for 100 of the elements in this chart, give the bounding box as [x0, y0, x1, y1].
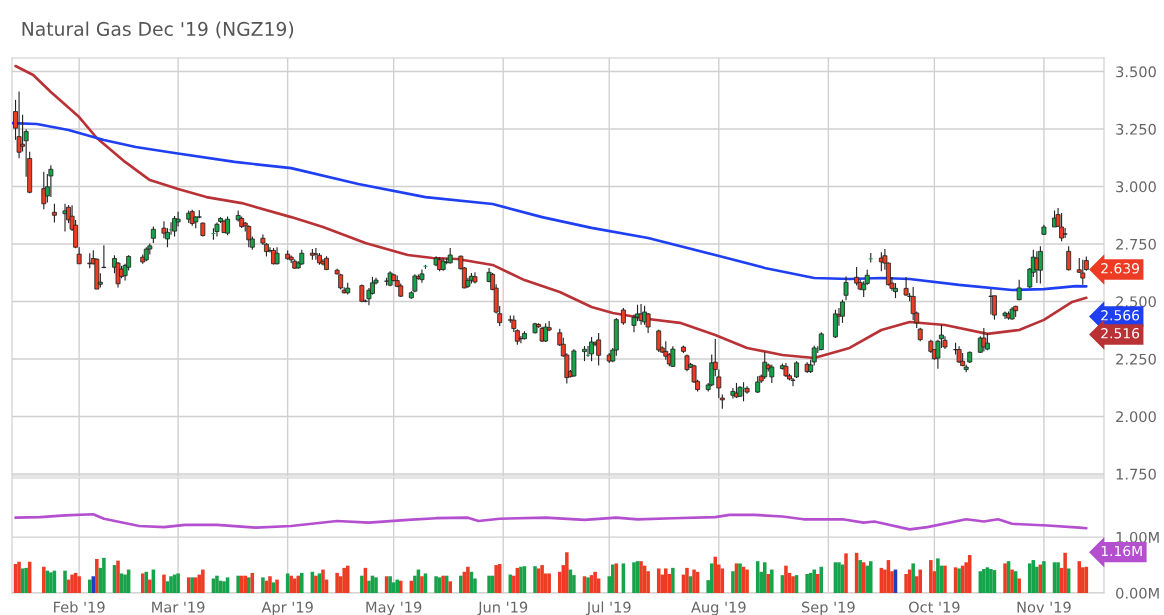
bar [904, 574, 908, 593]
candlestick [172, 215, 178, 237]
bar [911, 563, 915, 593]
bar [815, 574, 820, 593]
bar [296, 575, 301, 593]
bar [1056, 562, 1060, 593]
y-tick-label: 2.500 [1116, 296, 1156, 308]
bar [116, 560, 120, 593]
bar [388, 576, 392, 593]
bar [222, 581, 226, 593]
bar [868, 561, 873, 593]
bar [247, 577, 251, 593]
bar [565, 552, 569, 593]
bar [314, 575, 318, 593]
bar [342, 567, 346, 593]
bar [215, 575, 219, 593]
annotation: 1.16M [1101, 545, 1142, 557]
candlestick [716, 368, 722, 399]
bar [494, 565, 498, 593]
annotation: 2.566 [1101, 310, 1140, 321]
y-tick-label: 2.250 [1116, 353, 1156, 365]
bar [395, 579, 399, 593]
bar [837, 562, 841, 593]
bar [243, 575, 248, 593]
bar [1003, 563, 1007, 593]
x-tick-label: Sep '19 [801, 601, 855, 615]
bar [236, 575, 240, 593]
y-tick-label: 3.000 [1116, 181, 1156, 193]
bar [936, 558, 940, 593]
candlestick [175, 211, 181, 228]
bar [1063, 552, 1067, 593]
candlestick [51, 203, 57, 224]
bar [434, 576, 438, 593]
line-series [14, 64, 1088, 360]
x-tick-label: Feb '19 [54, 601, 105, 613]
bar [335, 572, 339, 593]
bar [1077, 561, 1082, 593]
bar [611, 564, 615, 593]
bar [70, 574, 74, 593]
candlestick [854, 266, 860, 287]
bar [731, 571, 735, 593]
bar [441, 575, 445, 593]
bar [201, 569, 205, 593]
chart-title: Natural Gas Dec '19 (NGZ19) [22, 21, 294, 39]
x-tick-label: Nov '19 [1017, 601, 1071, 613]
bar [540, 565, 544, 593]
bar [17, 561, 21, 593]
bar [943, 565, 947, 593]
y-tick-label: 2.750 [1116, 238, 1156, 250]
x-tick-label: Oct '19 [908, 601, 960, 613]
x-tick-label: Aug '19 [691, 601, 746, 615]
bar [685, 567, 689, 593]
bar [547, 573, 551, 593]
bar [95, 558, 99, 593]
bar [123, 574, 127, 593]
candlestick [840, 299, 845, 324]
bar [162, 574, 166, 593]
bar [148, 579, 152, 593]
bar [190, 577, 194, 593]
bar [49, 572, 53, 593]
bar [989, 569, 993, 593]
y-tick-label: 2.000 [1116, 411, 1156, 423]
bar [593, 571, 597, 593]
candlestick [903, 276, 909, 297]
bar [738, 563, 742, 593]
bar [87, 579, 92, 593]
bar [275, 579, 279, 593]
bar [770, 569, 774, 593]
bar [1042, 561, 1046, 593]
bar [487, 575, 491, 593]
bar [865, 565, 869, 593]
bar [671, 567, 675, 593]
line-series [14, 512, 1088, 531]
annotation: 2.639 [1101, 263, 1139, 274]
bar [398, 580, 403, 593]
bar [176, 573, 180, 593]
x-tick-label: Jun '19 [477, 601, 528, 615]
bar [289, 575, 293, 593]
bar [844, 553, 848, 593]
bar [367, 580, 371, 593]
bar [586, 577, 590, 593]
bar [42, 566, 46, 593]
bar [639, 561, 643, 593]
bar [420, 576, 424, 593]
bar [791, 576, 795, 593]
bar [805, 574, 809, 593]
candlestick [246, 224, 252, 248]
y-tick-label: 3.250 [1116, 123, 1156, 135]
bar [268, 576, 272, 593]
bar [929, 560, 933, 593]
x-tick-label: Mar '19 [152, 601, 205, 613]
candlestick [1062, 227, 1068, 239]
bar [692, 569, 696, 593]
x-tick-label: May '19 [366, 601, 422, 615]
bar [1028, 563, 1032, 593]
annotation: 2.516 [1101, 328, 1140, 339]
bar [77, 576, 81, 593]
bar [713, 556, 718, 593]
candlestick [832, 309, 838, 339]
bar [858, 560, 862, 593]
